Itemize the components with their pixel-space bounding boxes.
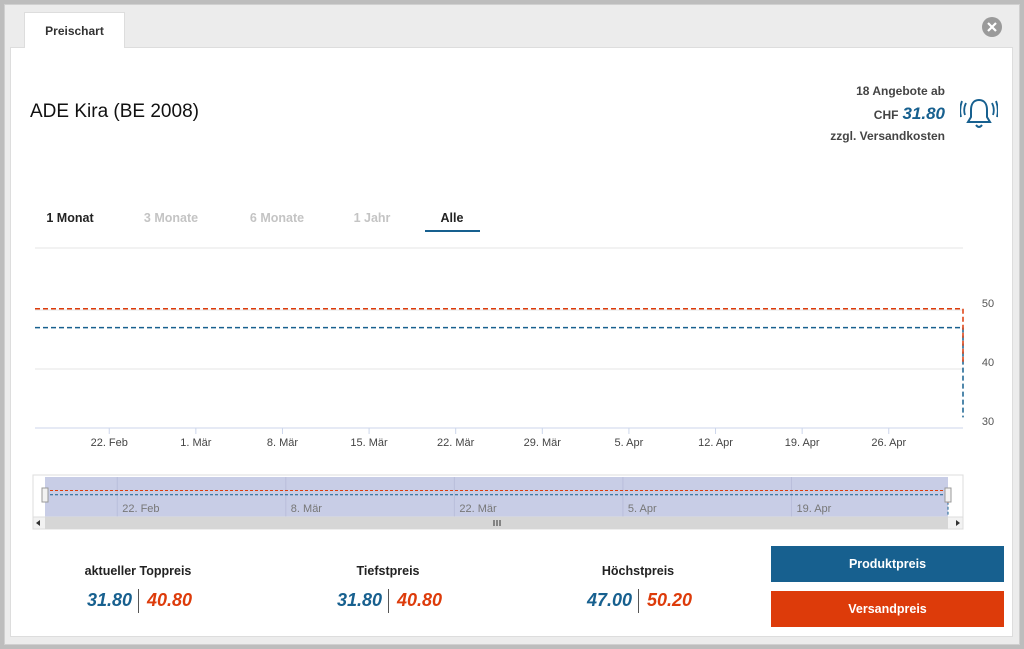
navigator-tick-label: 22. Mär bbox=[459, 503, 497, 515]
navigator-handle bbox=[944, 487, 952, 503]
currency: CHF bbox=[873, 108, 899, 122]
stat-shipping-price: 40.80 bbox=[147, 590, 193, 610]
navigator-tick-label: 22. Feb bbox=[122, 503, 159, 515]
navigator-handle bbox=[41, 487, 49, 503]
scrollbar-left-arrow bbox=[36, 520, 40, 526]
stat-shipping-price: 40.80 bbox=[397, 590, 443, 610]
offer-count: 18 Angebote ab bbox=[856, 84, 945, 98]
price-line bbox=[35, 308, 964, 365]
navigator-tick-label: 8. Mär bbox=[291, 503, 323, 515]
stat-label: Tiefstpreis bbox=[356, 564, 420, 578]
stat-product-price: 31.80 bbox=[336, 590, 382, 610]
x-tick-label: 22. Mär bbox=[437, 437, 475, 449]
range-button: 6 Monate bbox=[249, 211, 305, 225]
range-button[interactable]: 1 Monat bbox=[46, 211, 94, 225]
product-title: ADE Kira (BE 2008) bbox=[30, 101, 199, 122]
x-tick-label: 26. Apr bbox=[871, 437, 906, 449]
stat-product-price: 47.00 bbox=[586, 590, 632, 610]
tab[interactable]: Preischart bbox=[24, 12, 125, 48]
dialog-panel bbox=[10, 47, 1013, 637]
range-button: 3 Monate bbox=[143, 211, 199, 225]
navigator-tick-label: 5. Apr bbox=[628, 503, 657, 515]
active-range-underline bbox=[425, 230, 480, 232]
range-button[interactable]: Alle bbox=[440, 211, 464, 225]
stat-shipping-price: 50.20 bbox=[647, 590, 693, 610]
stat-label: aktueller Toppreis bbox=[84, 564, 192, 578]
y-tick-label: 50 bbox=[982, 298, 994, 310]
offer-price: CHF 31.80 bbox=[874, 104, 945, 124]
chart: 30 40 50 22. Feb 1. Mär 8. Mär 15. Mär 22. Mär 2… bbox=[32, 247, 994, 530]
x-tick-label: 19. Apr bbox=[785, 437, 820, 449]
stat-product-price: 31.80 bbox=[86, 590, 132, 610]
alert-bell[interactable] bbox=[960, 94, 998, 132]
price: 31.80 bbox=[902, 104, 945, 123]
x-tick-label: 15. Mär bbox=[350, 437, 388, 449]
stat-separator bbox=[138, 589, 139, 613]
close-button[interactable] bbox=[982, 17, 1002, 37]
x-tick-label: 22. Feb bbox=[91, 437, 128, 449]
stat-label: Höchstpreis bbox=[601, 564, 675, 578]
legend-button[interactable]: Produktpreis bbox=[771, 546, 1004, 582]
y-tick-label: 40 bbox=[982, 357, 994, 369]
x-tick-label: 8. Mär bbox=[267, 437, 299, 449]
y-tick-label: 30 bbox=[982, 416, 994, 428]
range-button: 1 Jahr bbox=[353, 211, 391, 225]
navigator-tick-label: 19. Apr bbox=[796, 503, 831, 515]
legend-button[interactable]: Versandpreis bbox=[771, 591, 1004, 627]
x-tick-label: 1. Mär bbox=[180, 437, 212, 449]
scrollbar-right-arrow bbox=[956, 520, 960, 526]
x-tick-label: 29. Mär bbox=[524, 437, 562, 449]
scrollbar-grip bbox=[493, 520, 501, 526]
navigator-selection bbox=[45, 477, 948, 517]
price-line bbox=[35, 326, 964, 418]
x-tick-label: 12. Apr bbox=[698, 437, 733, 449]
stat-separator bbox=[638, 589, 639, 613]
shipping-note: zzgl. Versandkosten bbox=[830, 129, 945, 143]
stat-separator bbox=[388, 589, 389, 613]
x-tick-label: 5. Apr bbox=[615, 437, 644, 449]
